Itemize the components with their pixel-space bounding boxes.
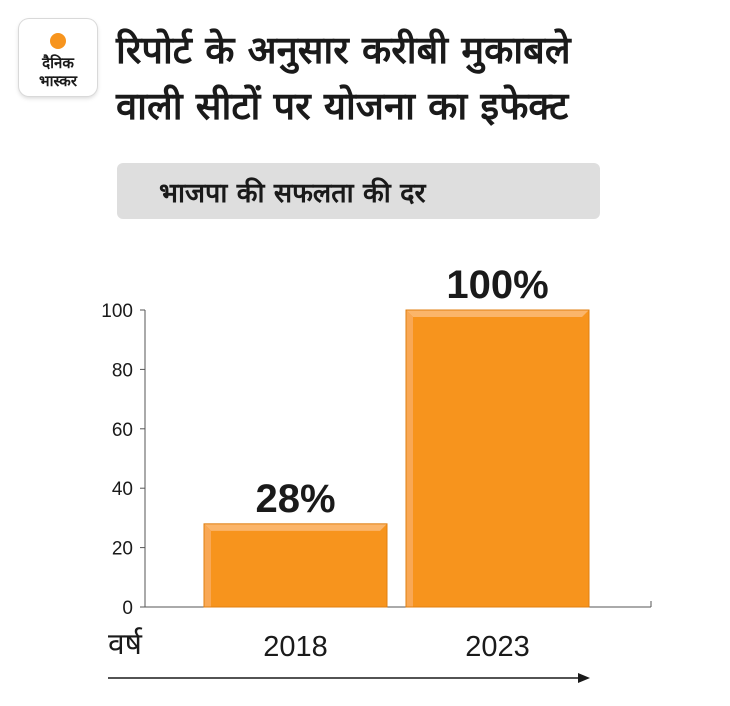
bar-outline bbox=[203, 523, 388, 608]
dainik-bhaskar-logo: दैनिक भास्कर bbox=[19, 19, 97, 96]
title-line-1: रिपोर्ट के अनुसार करीबी मुकाबले bbox=[116, 28, 571, 72]
arrow-right-icon bbox=[578, 673, 590, 683]
chart-subtitle-banner: भाजपा की सफलता की दर bbox=[117, 163, 600, 219]
bar-bevel-top bbox=[406, 310, 589, 317]
logo-mark: दैनिक भास्कर bbox=[39, 33, 78, 90]
chart-subtitle: भाजपा की सफलता की दर bbox=[159, 177, 426, 209]
y-tick-label: 100 bbox=[101, 301, 133, 322]
bar-value-label: 100% bbox=[446, 263, 548, 307]
logo-line1: दैनिक bbox=[41, 54, 75, 72]
bar-2018 bbox=[203, 523, 388, 608]
x-axis-title: वर्ष bbox=[108, 627, 143, 662]
bar-body bbox=[406, 310, 589, 607]
bar-bevel-top bbox=[204, 523, 387, 531]
x-category-label: 2018 bbox=[263, 631, 328, 663]
bar-bevel-left bbox=[406, 310, 413, 607]
bar-outline bbox=[405, 309, 590, 608]
bar-value-label: 28% bbox=[255, 477, 335, 521]
y-tick-label: 20 bbox=[112, 539, 133, 560]
bar-bevel-left bbox=[204, 523, 211, 607]
y-tick-label: 0 bbox=[122, 598, 133, 619]
bar-body bbox=[204, 523, 387, 607]
sun-icon bbox=[50, 33, 66, 49]
y-tick-label: 80 bbox=[112, 360, 133, 381]
logo-line2: भास्कर bbox=[39, 72, 78, 90]
title-line-2: वाली सीटों पर योजना का इफेक्ट bbox=[116, 84, 569, 128]
y-tick-label: 60 bbox=[112, 420, 133, 441]
y-tick-label: 40 bbox=[112, 479, 133, 500]
chart-labels: 28% 2018 100% 2023 वर्ष bbox=[108, 263, 549, 663]
page-title: रिपोर्ट के अनुसार करीबी मुकाबले वाली सीट… bbox=[116, 22, 716, 134]
bar-2023 bbox=[405, 309, 590, 608]
x-category-label: 2023 bbox=[465, 631, 530, 663]
chart-bars bbox=[203, 309, 590, 608]
